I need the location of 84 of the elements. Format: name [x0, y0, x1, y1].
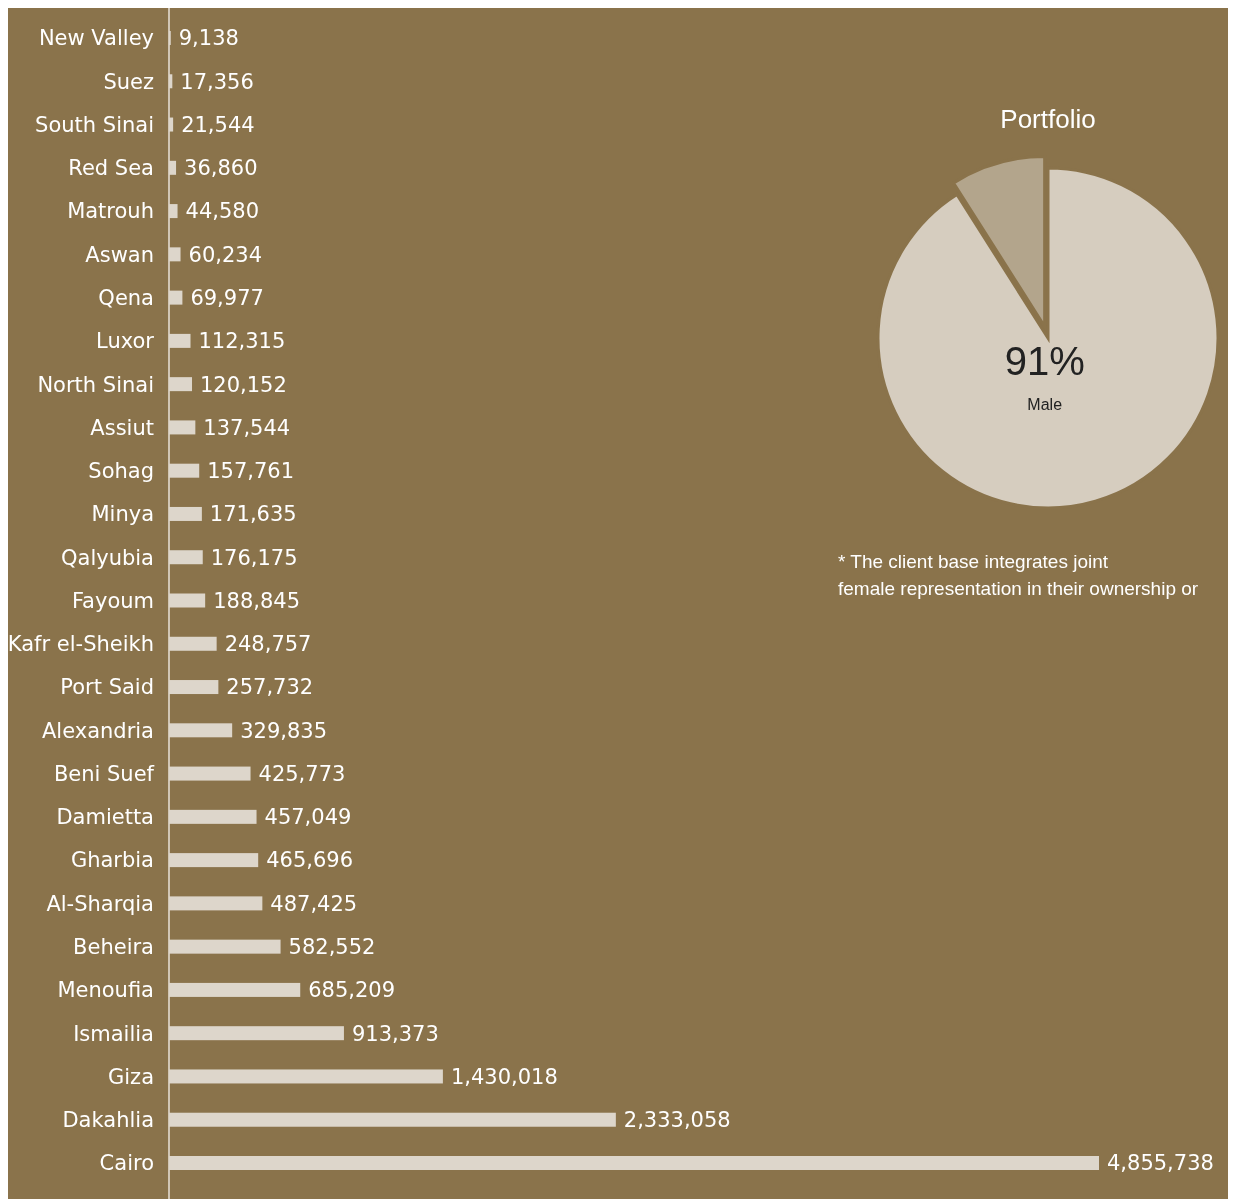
- chart-title: Portfolio: [1000, 104, 1096, 134]
- y-tick-label: Al-Sharqia: [46, 891, 154, 916]
- bar: [169, 333, 191, 348]
- data-label: 685,209: [308, 978, 396, 1003]
- y-tick-label: North Sinai: [37, 372, 154, 397]
- y-tick-label: Port Said: [60, 675, 154, 700]
- data-label: 176,175: [210, 545, 298, 570]
- bar: [169, 247, 181, 262]
- data-label: 44,580: [185, 199, 260, 224]
- y-tick-label: Fayoum: [71, 588, 154, 613]
- bar: [169, 680, 219, 695]
- bar: [169, 1026, 344, 1041]
- data-label: 257,732: [226, 675, 314, 700]
- bar: [169, 204, 178, 219]
- annotation: female representation in their ownership or: [838, 578, 1199, 599]
- bar: [169, 766, 251, 781]
- data-label: 913,373: [351, 1021, 439, 1046]
- data-label: 457,049: [264, 805, 352, 830]
- y-tick-label: New Valley: [38, 26, 154, 51]
- bar: [169, 809, 257, 824]
- bar: [169, 939, 281, 954]
- bar: [169, 1156, 1099, 1170]
- data-label: 60,234: [188, 242, 263, 267]
- data-label: 4,855,738: [1107, 1151, 1214, 1176]
- bar: [169, 896, 263, 911]
- y-tick-label: Damietta: [56, 805, 154, 830]
- y-tick-label: Cairo: [99, 1151, 154, 1176]
- data-label: 157,761: [207, 459, 295, 484]
- y-tick-label: Suez: [103, 69, 154, 94]
- bar: [169, 982, 301, 997]
- bar: [169, 420, 196, 435]
- y-tick-label: South Sinai: [35, 112, 154, 137]
- data-label: 329,835: [240, 718, 328, 743]
- y-tick-label: Red Sea: [68, 156, 154, 181]
- bar: [169, 853, 259, 868]
- y-tick-label: Dakahlia: [62, 1108, 154, 1133]
- data-label: 188,845: [213, 588, 301, 613]
- y-tick-label: Kafr el-Sheikh: [7, 632, 154, 657]
- data-label: 91%: [1004, 339, 1085, 384]
- y-tick-label: Aswan: [85, 242, 154, 267]
- data-label: 425,773: [258, 761, 346, 786]
- bar: [169, 636, 217, 651]
- data-label: 487,425: [270, 891, 358, 916]
- annotation: * The client base integrates joint: [838, 551, 1109, 572]
- y-tick-label: Giza: [108, 1064, 154, 1089]
- bar: [169, 117, 174, 132]
- data-label: 17,356: [180, 69, 254, 94]
- y-tick-label: Menoufia: [57, 978, 154, 1003]
- data-label: 465,696: [266, 848, 354, 873]
- bar: [169, 463, 200, 478]
- data-label: 2,333,058: [623, 1108, 731, 1133]
- bar: [169, 290, 183, 305]
- y-tick-label: Alexandria: [41, 718, 154, 743]
- y-tick-label: Ismailia: [73, 1021, 154, 1046]
- bar: [169, 506, 202, 521]
- data-label: 1,430,018: [450, 1064, 558, 1089]
- y-tick-label: Qalyubia: [60, 545, 154, 570]
- y-tick-label: Beheira: [73, 935, 154, 959]
- data-label: 582,552: [288, 935, 376, 959]
- slice-label: Male: [1027, 396, 1063, 414]
- bar: [169, 550, 203, 565]
- data-label: 36,860: [184, 156, 258, 181]
- data-label: 21,544: [181, 112, 255, 137]
- data-label: 171,635: [209, 502, 297, 527]
- bar: [169, 377, 193, 392]
- data-label: 9,138: [178, 26, 239, 51]
- data-label: 137,544: [203, 415, 291, 440]
- data-label: 120,152: [200, 372, 287, 397]
- data-label: 248,757: [224, 632, 312, 657]
- y-tick-label: Gharbia: [70, 848, 154, 873]
- bar: [169, 1069, 443, 1084]
- bar: [169, 723, 233, 738]
- y-tick-label: Minya: [91, 502, 154, 527]
- y-tick-label: Matrouh: [67, 199, 154, 224]
- y-tick-label: Assiut: [90, 415, 154, 440]
- y-tick-label: Beni Suef: [53, 761, 155, 786]
- y-tick-label: Luxor: [96, 329, 155, 354]
- bar: [169, 1112, 616, 1127]
- bar: [169, 160, 177, 175]
- data-label: 69,977: [190, 285, 264, 310]
- data-label: 112,315: [198, 329, 286, 354]
- bar: [169, 593, 206, 608]
- y-tick-label: Sohag: [88, 459, 154, 484]
- y-tick-label: Qena: [98, 285, 154, 310]
